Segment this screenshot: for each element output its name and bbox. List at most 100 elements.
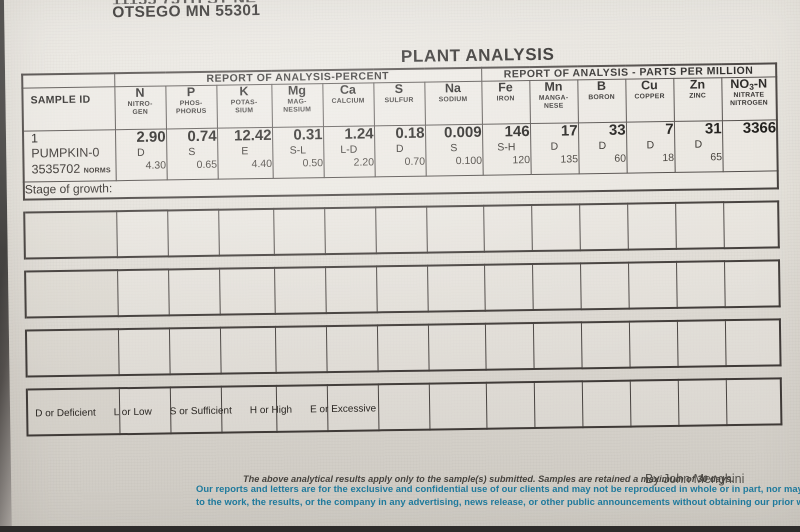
column-full-name: SODIUM	[438, 96, 468, 104]
column-header-mg: Mg MAG- NESIUM	[271, 83, 323, 128]
column-symbol: Fe	[498, 80, 513, 95]
column-full-name: MAG- NESIUM	[283, 98, 312, 114]
column-header-b: B BORON	[577, 79, 626, 123]
data-cell: 1.24 L-D 2.20	[322, 125, 375, 178]
empty-data-cell[interactable]	[483, 205, 532, 252]
empty-data-cell[interactable]	[627, 202, 676, 250]
empty-data-cell[interactable]	[325, 325, 378, 373]
empty-data-cell[interactable]	[428, 382, 487, 430]
rating-code: D	[646, 139, 655, 152]
column-full-name: IRON	[496, 95, 515, 103]
column-full-name: ZINC	[689, 92, 707, 100]
norm-value: 18	[662, 151, 675, 165]
empty-data-cell[interactable]	[168, 268, 220, 316]
column-header-fe: Fe IRON	[481, 80, 530, 125]
empty-data-cell[interactable]	[218, 208, 274, 256]
empty-data-cell[interactable]	[532, 322, 582, 370]
empty-data-cell[interactable]	[117, 269, 169, 317]
norm-value: 65	[710, 151, 723, 164]
column-full-name: MANGA- NESE	[538, 94, 569, 110]
empty-data-cell[interactable]	[168, 327, 221, 375]
data-cell: 3366	[721, 119, 778, 172]
sample-account-number: 3535702 NORMS	[31, 161, 115, 177]
empty-data-cell[interactable]	[376, 265, 428, 313]
column-header-zn: Zn ZINC	[673, 77, 722, 122]
empty-data-cell[interactable]	[532, 263, 581, 311]
data-cell: 0.009 S 0.100	[424, 123, 483, 177]
column-symbol: S	[394, 81, 404, 97]
empty-data-cell[interactable]	[581, 380, 631, 428]
rating-code: D	[136, 146, 145, 159]
column-symbol: Cu	[640, 78, 658, 93]
measured-value: 0.009	[443, 123, 482, 142]
empty-data-cell[interactable]	[484, 323, 534, 370]
terms-line-2: to the work, the results, or the company…	[196, 496, 800, 507]
empty-data-cell[interactable]	[485, 382, 535, 429]
empty-data-cell[interactable]	[219, 326, 276, 374]
empty-data-cell[interactable]	[219, 267, 275, 315]
empty-data-cell[interactable]	[580, 262, 629, 310]
norm-value: 0.65	[196, 158, 218, 171]
empty-sample-id-cell[interactable]	[25, 329, 119, 377]
measured-value: 0.74	[187, 127, 217, 146]
page-title: PLANT ANALYSIS	[400, 44, 555, 66]
norm-value	[723, 150, 777, 163]
empty-data-cell[interactable]	[324, 207, 376, 255]
empty-data-cell[interactable]	[427, 264, 485, 312]
column-header-sample-id: SAMPLE ID	[22, 86, 115, 132]
data-cell: 33 D 60	[577, 122, 627, 174]
empty-data-cell[interactable]	[629, 379, 679, 427]
empty-data-cell[interactable]	[723, 201, 779, 249]
column-symbol: Mg	[287, 83, 307, 98]
empty-sample-id-cell[interactable]	[25, 270, 118, 318]
empty-data-cell[interactable]	[426, 205, 484, 253]
empty-data-cell[interactable]	[531, 204, 580, 252]
empty-data-cell[interactable]	[675, 202, 724, 249]
empty-data-cell[interactable]	[676, 320, 726, 367]
column-symbol: Na	[444, 81, 462, 96]
column-full-name: CALCIUM	[331, 97, 365, 106]
column-header-ca: Ca CALCIUM	[322, 83, 374, 127]
empty-data-cell[interactable]	[579, 203, 628, 251]
empty-data-cell[interactable]	[116, 210, 168, 258]
empty-data-cell[interactable]	[677, 379, 727, 426]
measured-value: 3366	[742, 119, 777, 137]
empty-data-cell[interactable]	[167, 209, 219, 257]
column-symbol: B	[596, 78, 607, 94]
empty-data-cell[interactable]	[325, 266, 377, 314]
data-cell: 17 D 135	[529, 122, 579, 175]
empty-data-cell[interactable]	[274, 267, 326, 314]
column-symbol: NO3-N	[730, 76, 768, 92]
empty-data-cell[interactable]	[117, 328, 170, 376]
empty-data-cell[interactable]	[427, 323, 486, 371]
rating-code: D	[550, 140, 559, 153]
empty-data-cell[interactable]	[724, 319, 781, 367]
measured-value: 146	[504, 123, 530, 141]
empty-data-cell[interactable]	[628, 320, 678, 368]
empty-data-cell[interactable]	[725, 378, 782, 426]
column-symbol: P	[186, 85, 196, 100]
empty-data-cell[interactable]	[580, 321, 630, 369]
legend-item: H or High	[249, 404, 293, 417]
empty-sample-id-cell[interactable]	[24, 211, 117, 259]
empty-data-cell[interactable]	[628, 261, 677, 309]
data-cell: 0.18 D 0.70	[373, 125, 426, 177]
empty-data-cell[interactable]	[376, 324, 429, 372]
empty-data-cell[interactable]	[533, 381, 583, 429]
sample-id-number: 1	[31, 131, 39, 146]
empty-data-cell[interactable]	[676, 261, 725, 308]
empty-data-cell[interactable]	[273, 208, 325, 255]
rating-code: D	[598, 139, 607, 152]
empty-data-cell[interactable]	[274, 326, 327, 373]
column-header-na: Na SODIUM	[424, 81, 482, 126]
column-symbol: Ca	[339, 82, 357, 97]
empty-data-cell[interactable]	[484, 264, 533, 311]
column-symbol: N	[135, 85, 145, 100]
empty-data-cell[interactable]	[724, 260, 780, 308]
norm-value: 2.20	[353, 156, 375, 169]
empty-data-cell[interactable]	[375, 206, 427, 254]
terms-line-1: Our reports and letters are for the excl…	[196, 483, 800, 494]
column-full-name: COPPER	[634, 93, 665, 101]
disclaimer-italic: The above analytical results apply only …	[243, 474, 734, 484]
rating-code: E	[241, 145, 249, 158]
